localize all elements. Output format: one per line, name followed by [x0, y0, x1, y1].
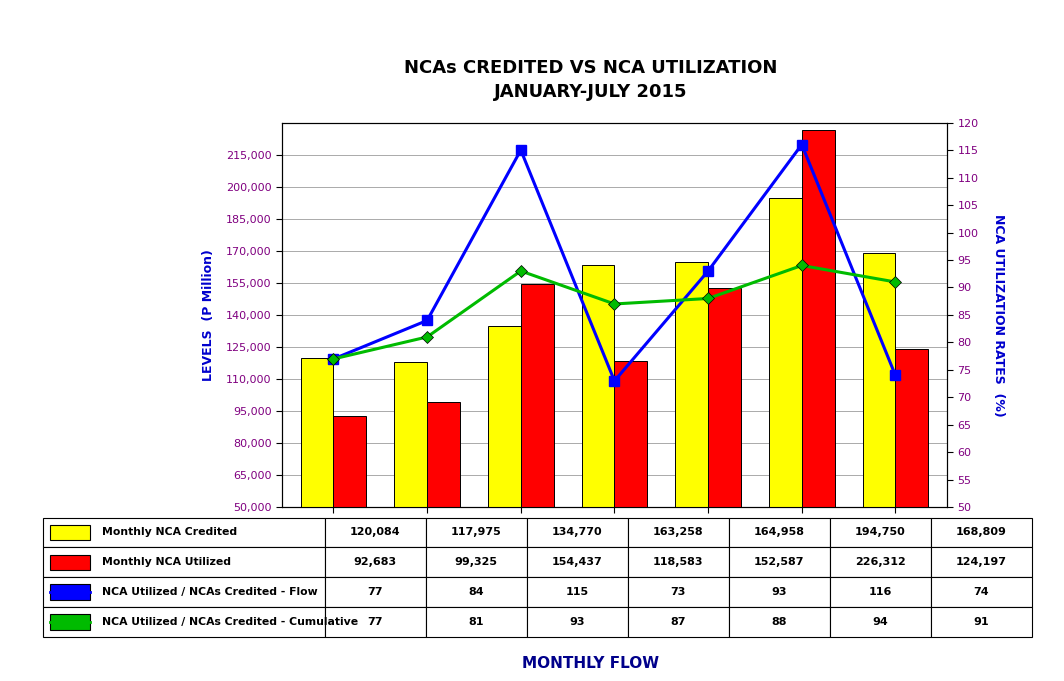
Text: 91: 91 [974, 617, 990, 627]
Bar [426, 518, 527, 548]
Bar [488, 326, 520, 614]
Bar [325, 548, 426, 577]
Text: 163,258: 163,258 [653, 528, 703, 537]
Text: MONTHLY FLOW: MONTHLY FLOW [522, 656, 659, 671]
Bar [325, 577, 426, 607]
Bar [729, 577, 830, 607]
Text: 99,325: 99,325 [454, 557, 498, 567]
Text: NCAs CREDITED VS NCA UTILIZATION: NCAs CREDITED VS NCA UTILIZATION [404, 59, 777, 77]
Text: 152,587: 152,587 [754, 557, 804, 567]
Bar [395, 362, 427, 614]
Text: 194,750: 194,750 [855, 528, 905, 537]
Bar [931, 518, 1032, 548]
Bar [333, 416, 366, 614]
Bar [676, 262, 709, 614]
Text: 164,958: 164,958 [754, 528, 804, 537]
Bar [527, 577, 628, 607]
Bar [43, 577, 325, 607]
Bar [896, 349, 928, 614]
Bar [830, 607, 931, 637]
Bar [729, 518, 830, 548]
Bar [325, 607, 426, 637]
Bar [426, 607, 527, 637]
Bar [426, 548, 527, 577]
Bar [863, 253, 896, 614]
Text: 118,583: 118,583 [653, 557, 703, 567]
Text: 81: 81 [468, 617, 484, 627]
Bar [325, 518, 426, 548]
Text: NCA Utilized / NCAs Credited - Cumulative: NCA Utilized / NCAs Credited - Cumulativ… [102, 617, 359, 627]
Bar [628, 518, 729, 548]
Bar [615, 361, 647, 614]
Text: 93: 93 [569, 617, 585, 627]
Bar [50, 584, 90, 600]
Text: 74: 74 [974, 587, 990, 597]
Bar [769, 198, 802, 614]
Text: 117,975: 117,975 [451, 528, 501, 537]
Text: 87: 87 [670, 617, 686, 627]
Text: 77: 77 [367, 587, 383, 597]
Text: 168,809: 168,809 [957, 528, 1007, 537]
Bar [830, 518, 931, 548]
Bar [527, 548, 628, 577]
Bar [43, 548, 325, 577]
Bar [301, 358, 333, 614]
Bar [830, 548, 931, 577]
Bar [427, 402, 460, 614]
Text: 124,197: 124,197 [957, 557, 1007, 567]
Text: 116: 116 [869, 587, 892, 597]
Text: Monthly NCA Credited: Monthly NCA Credited [102, 528, 237, 537]
Text: 134,770: 134,770 [552, 528, 602, 537]
Text: 154,437: 154,437 [552, 557, 602, 567]
Text: 73: 73 [670, 587, 686, 597]
Bar [426, 577, 527, 607]
Bar [43, 518, 325, 548]
Bar [527, 607, 628, 637]
Bar [628, 577, 729, 607]
Text: 120,084: 120,084 [350, 528, 400, 537]
Text: 115: 115 [566, 587, 588, 597]
Text: Monthly NCA Utilized: Monthly NCA Utilized [102, 557, 231, 567]
Bar [43, 607, 325, 637]
Text: 77: 77 [367, 617, 383, 627]
Bar [628, 607, 729, 637]
Bar [582, 265, 615, 614]
Bar [729, 607, 830, 637]
Bar [50, 524, 90, 540]
Bar [628, 548, 729, 577]
Text: JANUARY-JULY 2015: JANUARY-JULY 2015 [494, 83, 687, 101]
Bar [50, 554, 90, 570]
Bar [931, 577, 1032, 607]
Bar [527, 518, 628, 548]
Bar [931, 548, 1032, 577]
Y-axis label: NCA UTILIZATION RATES  (%): NCA UTILIZATION RATES (%) [993, 214, 1005, 416]
Text: NCA Utilized / NCAs Credited - Flow: NCA Utilized / NCAs Credited - Flow [102, 587, 317, 597]
Y-axis label: LEVELS  (P Million): LEVELS (P Million) [202, 249, 215, 381]
Text: 93: 93 [771, 587, 787, 597]
Bar [520, 284, 553, 614]
Text: 84: 84 [468, 587, 484, 597]
Text: 88: 88 [771, 617, 787, 627]
Bar [709, 288, 741, 614]
Text: 94: 94 [872, 617, 888, 627]
Bar [802, 131, 834, 614]
Bar [931, 607, 1032, 637]
Text: 226,312: 226,312 [855, 557, 905, 567]
Bar [729, 548, 830, 577]
Text: 92,683: 92,683 [353, 557, 397, 567]
Bar [830, 577, 931, 607]
Bar [50, 614, 90, 629]
